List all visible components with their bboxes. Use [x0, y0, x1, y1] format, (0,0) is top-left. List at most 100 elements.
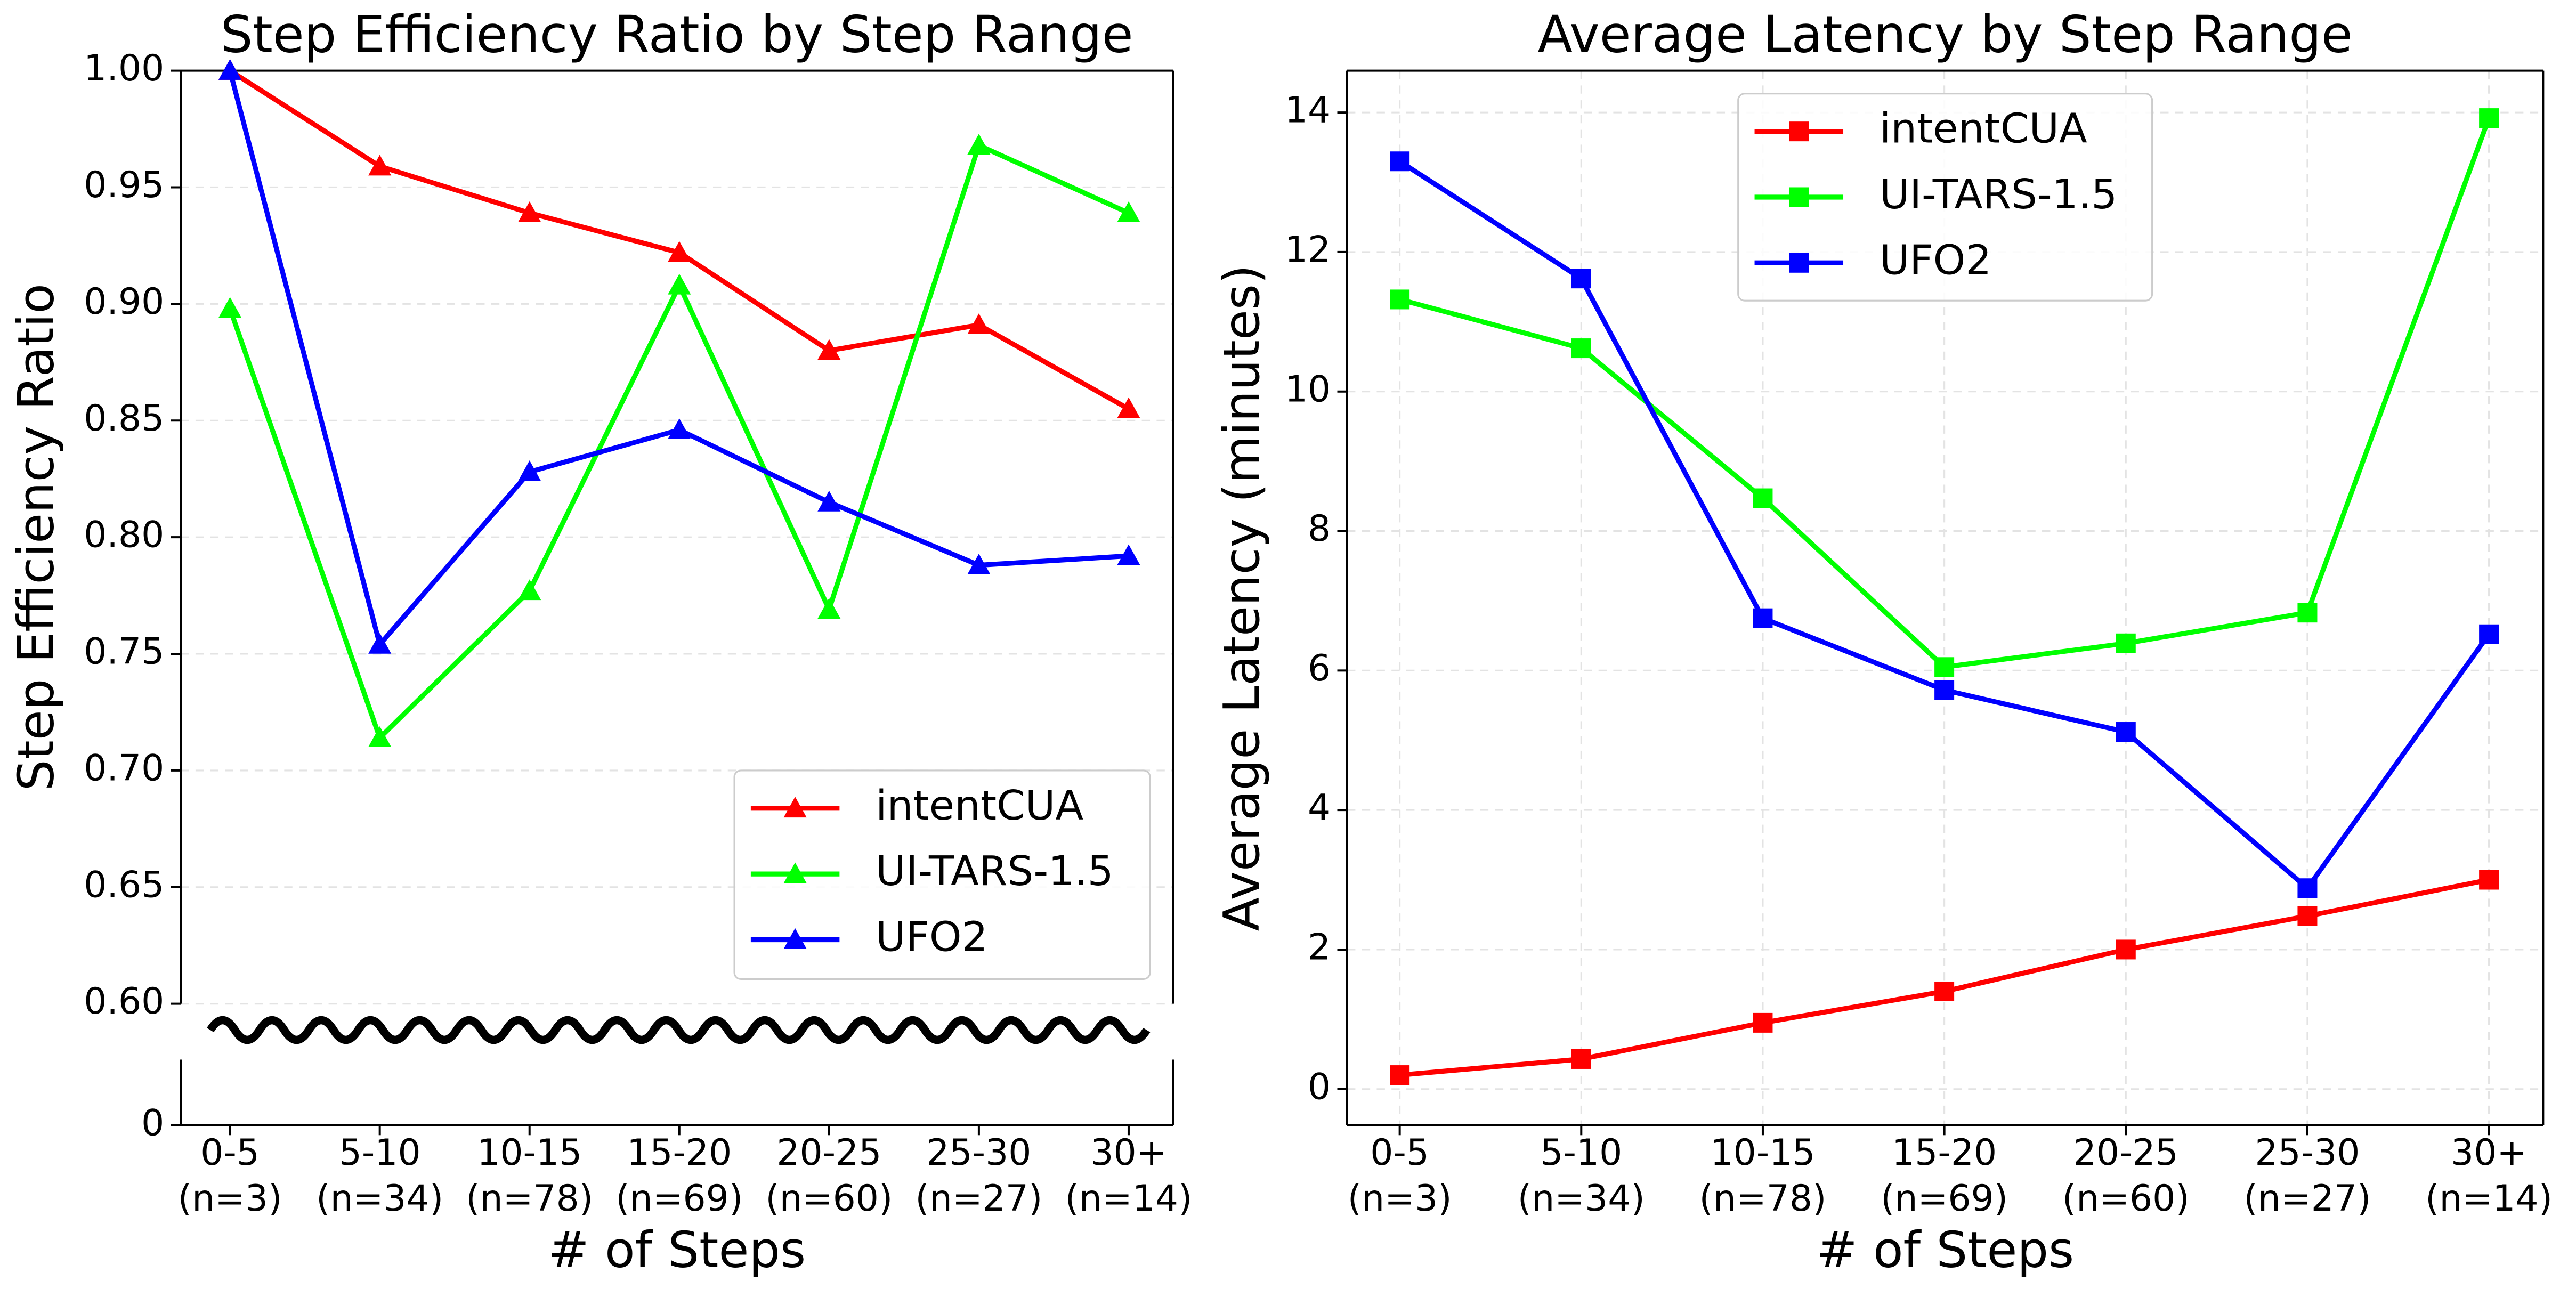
x-tick-count: (n=34) [316, 1177, 443, 1219]
x-tick-label: 30+ [2451, 1131, 2527, 1173]
y-tick-label: 8 [1308, 507, 1331, 549]
marker [1934, 657, 1955, 677]
x-tick-label: 15-20 [1892, 1131, 1997, 1173]
chart: 0 0.60 0.65 0.70 0.75 0.80 0.85 0.90 0.95 1.00 0-5… [7, 4, 1192, 1278]
marker [2479, 624, 2499, 644]
marker [817, 339, 841, 360]
legend-label: intentCUA [1880, 105, 2087, 153]
legend-marker [783, 862, 807, 883]
y-tick-label: 0.80 [84, 514, 164, 556]
x-tick-label: 10-15 [1710, 1131, 1815, 1173]
legend-label: intentCUA [876, 782, 1083, 830]
x-tick-count: (n=3) [1348, 1177, 1452, 1219]
y-tick-label: 0.75 [84, 630, 164, 672]
y-tick-label: 6 [1308, 647, 1331, 689]
marker [1117, 201, 1140, 222]
axis-break [207, 1016, 1151, 1044]
chart: 0 2 4 6 8 10 12 14 0-5(n=3) 5-10(n=34) 10-15(n=78)… [1213, 4, 2553, 1278]
y-tick-label: 0.95 [84, 164, 164, 206]
marker [967, 134, 991, 155]
x-tick-label: 0-5 [200, 1131, 260, 1173]
x-tick-label: 20-25 [2073, 1131, 2178, 1173]
marker [817, 490, 841, 512]
x-tick-count: (n=69) [615, 1177, 743, 1219]
marker [368, 155, 392, 176]
legend-label: UFO2 [876, 913, 987, 961]
x-tick-count: (n=27) [2243, 1177, 2371, 1219]
marker [218, 59, 242, 80]
x-tick-count: (n=34) [1518, 1177, 1645, 1219]
y-tick-label: 14 [1285, 89, 1331, 131]
x-tick-label: 10-15 [477, 1131, 582, 1173]
legend-marker [1789, 121, 1809, 142]
y-tick-label: 10 [1285, 368, 1331, 410]
legend-label: UI-TARS-1.5 [1880, 171, 2118, 218]
x-tick-count: (n=78) [1699, 1177, 1826, 1219]
marker [2479, 870, 2499, 890]
x-tick-count: (n=27) [915, 1177, 1042, 1219]
y-tick-label: 12 [1285, 228, 1331, 270]
legend-marker [1789, 187, 1809, 207]
marker [1753, 1012, 1773, 1033]
x-tick-count: (n=14) [1065, 1177, 1192, 1219]
marker [668, 241, 691, 262]
marker [2297, 906, 2318, 926]
marker [1117, 397, 1140, 418]
x-tick-label: 25-30 [926, 1131, 1031, 1173]
y-tick-label: 0 [1308, 1065, 1331, 1107]
y-tick-label: 0.85 [84, 397, 164, 439]
marker [2297, 878, 2318, 898]
y-tick-label: 0.90 [84, 280, 164, 322]
legend-label: UI-TARS-1.5 [876, 847, 1113, 895]
y-tick-label: 0.60 [84, 980, 164, 1022]
x-tick-count: (n=78) [466, 1177, 593, 1219]
y-axis-label: Step Efficiency Ratio [7, 283, 64, 791]
y-tick-label: 0.65 [84, 863, 164, 905]
marker [1390, 289, 1410, 310]
marker [218, 297, 242, 318]
marker [1934, 680, 1955, 700]
x-tick-label: 0-5 [1370, 1131, 1429, 1173]
legend-box [1737, 93, 2153, 302]
chart-title: Average Latency by Step Range [1537, 4, 2352, 64]
marker [518, 201, 541, 222]
x-tick-count: (n=60) [765, 1177, 893, 1219]
legend-box [733, 769, 1151, 980]
marker [368, 633, 392, 654]
marker [518, 579, 541, 601]
marker [967, 554, 991, 574]
x-tick-label: 5-10 [339, 1131, 421, 1173]
x-tick-label: 20-25 [776, 1131, 881, 1173]
marker [2116, 939, 2136, 960]
marker [1117, 544, 1140, 565]
y-tick-label: 2 [1308, 926, 1331, 968]
chart-title: Step Efficiency Ratio by Step Range [221, 4, 1133, 64]
marker [817, 598, 841, 619]
x-tick-label: 30+ [1090, 1131, 1167, 1173]
marker [2116, 722, 2136, 742]
y-tick-label: 0.70 [84, 747, 164, 789]
marker [1571, 338, 1591, 359]
marker [2116, 633, 2136, 653]
x-tick-count: (n=3) [178, 1177, 282, 1219]
legend-marker [783, 797, 807, 818]
marker [2479, 108, 2499, 128]
x-tick-count: (n=60) [2062, 1177, 2190, 1219]
marker [1753, 608, 1773, 628]
legend-marker [783, 928, 807, 949]
marker [1753, 488, 1773, 508]
x-tick-label: 15-20 [627, 1131, 732, 1173]
y-tick-label: 1.00 [84, 47, 164, 89]
y-tick-label: 0 [141, 1101, 164, 1144]
marker [2297, 603, 2318, 623]
marker [1390, 151, 1410, 172]
marker [1571, 269, 1591, 289]
marker [967, 313, 991, 335]
x-axis-label: # of Steps [1816, 1221, 2074, 1279]
legend-label: UFO2 [1880, 236, 1991, 284]
x-tick-label: 5-10 [1540, 1131, 1622, 1173]
marker [368, 726, 392, 747]
marker [1571, 1049, 1591, 1069]
